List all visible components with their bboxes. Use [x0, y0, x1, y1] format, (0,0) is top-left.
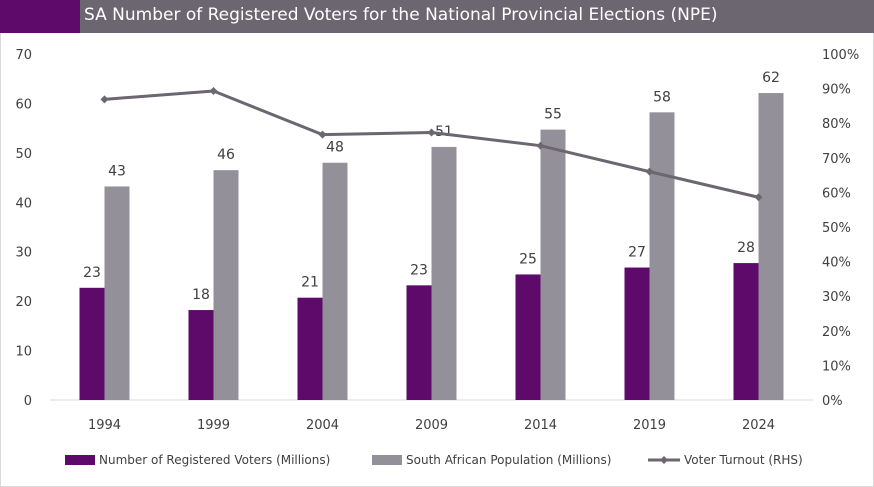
y-right-axis: 0% 10% 20% 30% 40% 50% 60% 70% 80% 90% 100%: [822, 48, 859, 409]
y-left-axis: 0 10 20 30 40 50 60 70: [15, 48, 32, 409]
y-right-tick-label: 10%: [822, 359, 851, 374]
population-data-label: 62: [762, 70, 780, 86]
x-axis: 1994 1999 2004 2009 2014 2019 2024: [88, 418, 775, 433]
y-right-tick-label: 40%: [822, 256, 851, 271]
y-right-tick-label: 60%: [822, 186, 851, 201]
voters-data-label: 25: [519, 251, 537, 267]
voters-bar: [733, 263, 759, 400]
y-right-tick-label: 0%: [822, 394, 843, 409]
y-left-tick-label: 70: [15, 48, 32, 63]
y-right-tick-label: 100%: [822, 48, 859, 63]
population-bar: [322, 162, 348, 400]
chart-title: SA Number of Registered Voters for the N…: [84, 5, 718, 25]
x-tick-label: 1999: [197, 418, 230, 433]
voters-bar: [79, 287, 105, 400]
turnout-line: [100, 87, 763, 202]
x-tick-label: 2019: [633, 418, 666, 433]
population-bar: [213, 170, 239, 400]
y-left-tick-label: 60: [15, 97, 32, 112]
x-tick-label: 2009: [415, 418, 448, 433]
x-tick-label: 2004: [306, 418, 339, 433]
y-right-tick-label: 80%: [822, 117, 851, 132]
title-bar: SA Number of Registered Voters for the N…: [0, 0, 874, 33]
voters-data-label: 27: [628, 245, 646, 261]
voters-data-label: 21: [301, 275, 319, 291]
legend-turnout-label: Voter Turnout (RHS): [684, 453, 803, 467]
voters-data-label: 23: [410, 262, 428, 278]
legend: Number of Registered Voters (Millions) So…: [65, 453, 803, 467]
turnout-marker: [427, 128, 436, 137]
voters-bar: [406, 285, 432, 400]
legend-voters-swatch: [65, 455, 95, 465]
y-right-tick-label: 70%: [822, 152, 851, 167]
y-left-tick-label: 50: [15, 147, 32, 162]
voters-data-label: 28: [737, 240, 755, 256]
turnout-marker: [645, 167, 654, 176]
voters-data-label: 18: [192, 287, 210, 303]
population-data-label: 55: [544, 107, 562, 123]
turnout-marker: [754, 193, 763, 202]
y-left-tick-label: 40: [15, 196, 32, 211]
voters-bar: [188, 310, 214, 400]
population-data-label: 58: [653, 89, 671, 105]
turnout-marker: [318, 130, 327, 139]
voters-bar: [297, 297, 323, 400]
turnout-marker: [100, 95, 109, 104]
population-bar: [649, 112, 675, 400]
y-right-tick-label: 30%: [822, 290, 851, 305]
voters-data-label: 23: [83, 265, 101, 281]
y-left-tick-label: 10: [15, 345, 32, 360]
y-left-tick-label: 30: [15, 246, 32, 261]
legend-population-label: South African Population (Millions): [406, 453, 611, 467]
population-bar: [758, 93, 784, 400]
x-tick-label: 1994: [88, 418, 121, 433]
y-right-tick-label: 90%: [822, 83, 851, 98]
legend-population-swatch: [372, 455, 402, 465]
population-bar: [540, 129, 566, 400]
bars: [79, 93, 784, 400]
turnout-marker: [536, 141, 545, 150]
y-left-tick-label: 20: [15, 295, 32, 310]
voters-bar: [515, 274, 541, 400]
x-tick-label: 2014: [524, 418, 557, 433]
population-bar: [431, 146, 457, 400]
title-accent: [0, 0, 80, 33]
turnout-marker: [209, 87, 218, 96]
population-data-label: 43: [108, 163, 126, 179]
y-right-tick-label: 20%: [822, 325, 851, 340]
population-data-label: 46: [217, 147, 235, 163]
y-left-tick-label: 0: [24, 394, 32, 409]
voters-bar: [624, 267, 650, 400]
x-tick-label: 2024: [742, 418, 775, 433]
legend-turnout-marker: [660, 456, 668, 464]
population-data-label: 48: [326, 140, 344, 156]
population-bar: [104, 186, 130, 400]
y-right-tick-label: 50%: [822, 221, 851, 236]
legend-voters-label: Number of Registered Voters (Millions): [99, 453, 330, 467]
